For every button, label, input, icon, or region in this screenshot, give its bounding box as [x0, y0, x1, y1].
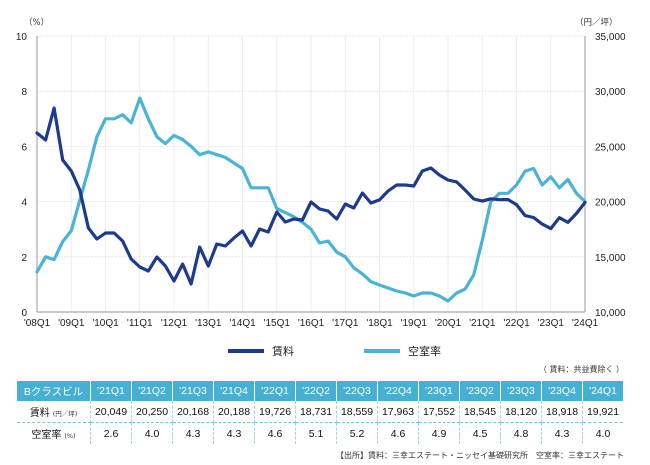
- x-tick-label: '24Q1: [572, 318, 599, 329]
- left-tick-label: 4: [21, 198, 27, 209]
- table-cell-rent: 18,918: [541, 401, 583, 423]
- table-row-rent: 賃料 (円／坪) 20,049 20,250 20,168 20,188 19,726 18…: [17, 401, 623, 423]
- x-tick-label: '11Q1: [127, 318, 153, 329]
- axes: 0 10,000 2 15,000 4 20,000 6 25,000 8 30,000 10 35,…: [16, 32, 626, 329]
- rent-unit: (円／坪): [52, 410, 78, 418]
- grid: [37, 35, 585, 312]
- legend-label-vacancy: 空室率: [408, 345, 441, 358]
- table-cell-vacancy: 5.1: [295, 422, 337, 444]
- x-tick-label: '18Q1: [366, 318, 393, 329]
- table-cell-rent: 17,963: [377, 401, 419, 423]
- table-header-quarter: '23Q3: [500, 381, 542, 401]
- source-note: 【出所】賃料：三幸エステート・ニッセイ基礎研究所 空室率：三幸エステート: [336, 451, 624, 460]
- table-cell-rent: 20,168: [172, 401, 214, 423]
- left-tick-label: 6: [21, 142, 27, 153]
- table-cell-rent: 18,545: [459, 401, 501, 423]
- data-table: Bクラスビル '21Q1'21Q2'21Q3'21Q4'22Q1'22Q2'22…: [17, 381, 623, 444]
- left-tick-label: 0: [21, 308, 27, 319]
- legend-label-rent: 賃料: [272, 345, 294, 358]
- table-cell-vacancy: 4.3: [172, 422, 214, 444]
- table-corner: Bクラスビル: [17, 381, 91, 401]
- right-tick-label: 35,000: [595, 32, 626, 43]
- right-tick-label: 20,000: [595, 198, 626, 209]
- rent-label: 賃料: [29, 408, 50, 419]
- line-chart: 0 10,000 2 15,000 4 20,000 6 25,000 8 30,000 10 35,…: [16, 17, 626, 329]
- table-cell-vacancy: 4.6: [254, 422, 296, 444]
- table-header-quarter: '23Q4: [541, 381, 583, 401]
- table-header-quarter: '22Q1: [254, 381, 296, 401]
- table-header-quarter: '21Q1: [90, 381, 132, 401]
- right-tick-label: 10,000: [595, 308, 626, 319]
- vacancy-unit: (%): [64, 432, 76, 440]
- legend: 賃料 空室率: [228, 343, 441, 359]
- legend-item-rent: 賃料: [228, 343, 294, 359]
- table-cell-rent: 17,552: [418, 401, 460, 423]
- table-cell-vacancy: 4.3: [213, 422, 255, 444]
- table-header-quarter: '23Q2: [459, 381, 501, 401]
- table-cell-vacancy: 4.8: [500, 422, 542, 444]
- legend-item-vacancy: 空室率: [364, 343, 441, 359]
- left-tick-label: 8: [21, 87, 27, 98]
- table-header-row: Bクラスビル '21Q1'21Q2'21Q3'21Q4'22Q1'22Q2'22…: [17, 381, 623, 401]
- table-header-quarter: '22Q2: [295, 381, 337, 401]
- row-label-vacancy: 空室率 (%): [17, 422, 91, 444]
- table-cell-vacancy: 4.9: [418, 422, 460, 444]
- vacancy-label: 空室率: [31, 430, 62, 441]
- right-tick-label: 25,000: [595, 142, 626, 153]
- table-header-quarter: '21Q4: [213, 381, 255, 401]
- series-line-rent: [35, 106, 587, 286]
- rent-note: （ 賃料：共益費除く ）: [538, 365, 624, 374]
- x-tick-label: '09Q1: [58, 318, 85, 329]
- table-cell-vacancy: 2.6: [90, 422, 132, 444]
- x-tick-label: '12Q1: [161, 318, 188, 329]
- legend-swatch-vacancy: [364, 349, 400, 353]
- x-tick-label: '22Q1: [503, 318, 530, 329]
- table-cell-rent: 19,726: [254, 401, 296, 423]
- x-tick-label: '21Q1: [469, 318, 496, 329]
- table-cell-vacancy: 4.0: [131, 422, 173, 444]
- table-header-quarter: '21Q2: [131, 381, 173, 401]
- table-cell-rent: 18,731: [295, 401, 337, 423]
- table-cell-vacancy: 4.3: [541, 422, 583, 444]
- table-cell-vacancy: 4.5: [459, 422, 501, 444]
- table-cell-rent: 20,049: [90, 401, 132, 423]
- right-axis-unit: （円／坪）: [575, 17, 618, 28]
- x-tick-label: '20Q1: [435, 318, 462, 329]
- table-header-quarter: '22Q3: [336, 381, 378, 401]
- table-cell-rent: 18,120: [500, 401, 542, 423]
- left-tick-label: 10: [16, 32, 28, 43]
- right-tick-label: 30,000: [595, 87, 626, 98]
- x-tick-label: '08Q1: [24, 318, 51, 329]
- table-row-vacancy: 空室率 (%) 2.6 4.0 4.3 4.3 4.6 5.1 5.2 4.6 4.9 4.5 4.8…: [17, 422, 623, 444]
- table-cell-rent: 19,921: [582, 401, 623, 423]
- table-cell-vacancy: 4.0: [595, 427, 611, 440]
- series-lines: [35, 96, 587, 303]
- row-label-rent: 賃料 (円／坪): [17, 401, 91, 423]
- x-tick-label: '10Q1: [92, 318, 119, 329]
- legend-swatch-rent: [228, 349, 264, 353]
- x-tick-label: '16Q1: [298, 318, 325, 329]
- x-tick-label: '17Q1: [332, 318, 359, 329]
- table-header-quarter: '21Q3: [172, 381, 214, 401]
- table-cell-rent: 20,188: [213, 401, 255, 423]
- table-cell-rent: 18,559: [336, 401, 378, 423]
- x-tick-label: '19Q1: [401, 318, 428, 329]
- right-tick-label: 15,000: [595, 253, 626, 264]
- table-header-quarter: '22Q4: [377, 381, 419, 401]
- table-cell-vacancy: 4.6: [377, 422, 419, 444]
- left-tick-label: 2: [21, 253, 27, 264]
- x-tick-label: '23Q1: [538, 318, 565, 329]
- table-header-quarter: '24Q1: [582, 381, 623, 401]
- x-tick-label: '15Q1: [264, 318, 291, 329]
- table-header-quarter: '23Q1: [418, 381, 460, 401]
- x-tick-label: '14Q1: [229, 318, 256, 329]
- x-tick-label: '13Q1: [195, 318, 222, 329]
- left-axis-unit: （%）: [24, 17, 49, 28]
- table-cell-vacancy: 5.2: [336, 422, 378, 444]
- table-cell-rent: 20,250: [131, 401, 173, 423]
